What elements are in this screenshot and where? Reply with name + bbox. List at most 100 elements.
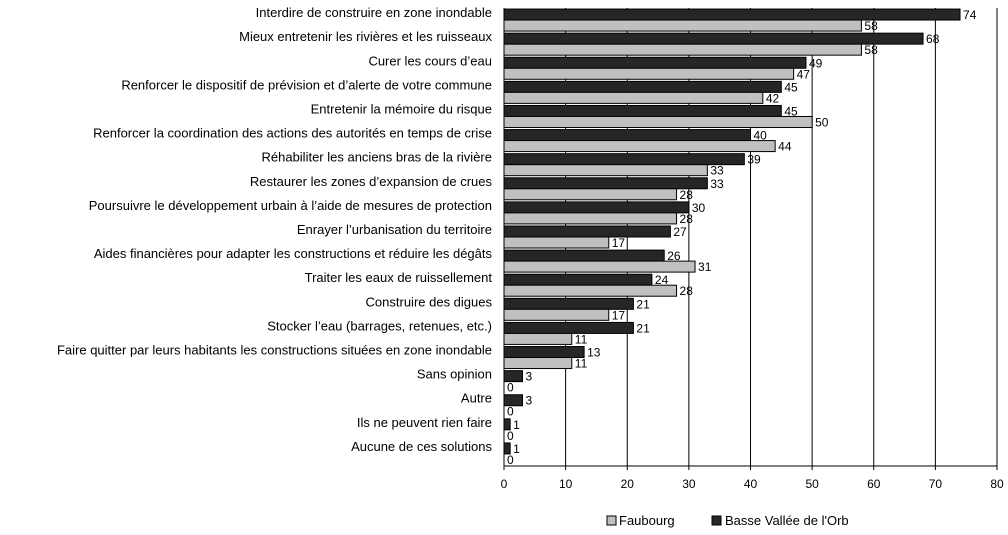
- data-label-faubourg: 0: [507, 381, 514, 395]
- data-label-basse-vallee: 3: [525, 394, 532, 408]
- category-label: Curer les cours d’eau: [368, 53, 492, 68]
- data-label-basse-vallee: 49: [809, 56, 823, 70]
- data-label-basse-vallee: 21: [636, 321, 650, 335]
- bar-basse-vallee: [503, 346, 585, 359]
- data-label-faubourg: 0: [507, 453, 514, 467]
- data-label-faubourg: 11: [575, 357, 588, 371]
- data-label-faubourg: 58: [864, 43, 878, 57]
- bar-basse-vallee: [503, 201, 690, 214]
- legend-label-basse-vallee: Basse Vallée de l'Orb: [725, 513, 849, 528]
- data-label-basse-vallee: 74: [963, 8, 977, 22]
- bar-faubourg: [503, 357, 573, 370]
- x-tick-label: 80: [990, 477, 1004, 491]
- data-label-faubourg: 28: [680, 188, 694, 202]
- data-label-faubourg: 50: [815, 115, 829, 129]
- data-label-faubourg: 44: [778, 140, 792, 154]
- x-tick-label: 40: [744, 477, 758, 491]
- data-label-basse-vallee: 68: [926, 32, 940, 46]
- data-label-faubourg: 17: [612, 308, 626, 322]
- bar-faubourg: [503, 188, 678, 201]
- category-label: Construire des digues: [366, 294, 493, 309]
- category-label: Enrayer l’urbanisation du territoire: [297, 222, 492, 237]
- data-label-basse-vallee: 3: [525, 370, 532, 384]
- data-label-faubourg: 47: [797, 67, 811, 81]
- data-label-basse-vallee: 27: [673, 225, 687, 239]
- data-label-faubourg: 33: [710, 164, 724, 178]
- legend-swatch-basse-vallee: [711, 515, 722, 526]
- category-label: Interdire de construire en zone inondabl…: [256, 5, 492, 20]
- category-label: Renforcer la coordination des actions de…: [93, 126, 492, 141]
- bar-basse-vallee: [503, 321, 634, 334]
- bar-faubourg: [503, 19, 862, 32]
- data-label-basse-vallee: 24: [655, 273, 669, 287]
- x-tick-label: 70: [929, 477, 943, 491]
- bar-basse-vallee: [503, 177, 708, 190]
- bar-faubourg: [503, 67, 795, 80]
- bar-faubourg: [503, 164, 708, 177]
- x-tick-label: 60: [867, 477, 881, 491]
- data-label-basse-vallee: 39: [747, 153, 761, 167]
- bar-basse-vallee: [503, 153, 745, 166]
- data-label-faubourg: 17: [612, 236, 626, 250]
- bar-basse-vallee: [503, 32, 924, 45]
- bar-faubourg: [503, 284, 678, 297]
- bar-faubourg: [503, 43, 862, 56]
- data-label-faubourg: 11: [575, 332, 588, 346]
- bar-faubourg: [503, 308, 610, 321]
- legend: Faubourg Basse Vallée de l'Orb: [606, 513, 849, 528]
- x-tick-label: 0: [501, 477, 508, 491]
- bar-faubourg: [503, 212, 678, 225]
- x-axis: 0 10 20 30 40 50 60 70 80: [501, 8, 1004, 491]
- category-label: Renforcer le dispositif de prévision et …: [121, 77, 492, 92]
- data-label-faubourg: 58: [864, 19, 878, 33]
- category-label: Entretenir la mémoire du risque: [311, 101, 492, 116]
- category-label: Aucune de ces solutions: [351, 439, 492, 454]
- bars: [503, 8, 961, 455]
- data-label-faubourg: 31: [698, 260, 712, 274]
- x-tick-label: 30: [682, 477, 696, 491]
- data-label-faubourg: 28: [680, 284, 694, 298]
- data-label-basse-vallee: 33: [710, 177, 724, 191]
- bar-basse-vallee: [503, 249, 665, 262]
- category-label: Aides financières pour adapter les const…: [94, 246, 493, 261]
- category-label: Mieux entretenir les rivières et les rui…: [239, 29, 492, 44]
- x-tick-label: 20: [621, 477, 635, 491]
- data-label-faubourg: 28: [680, 212, 694, 226]
- legend-label-faubourg: Faubourg: [619, 513, 675, 528]
- data-label-faubourg: 0: [507, 405, 514, 419]
- data-label-basse-vallee: 1: [513, 418, 520, 432]
- bar-basse-vallee: [503, 8, 961, 21]
- bar-basse-vallee: [503, 273, 653, 286]
- x-tick-label: 10: [559, 477, 573, 491]
- data-label-basse-vallee: 1: [513, 442, 520, 456]
- category-label: Stocker l’eau (barrages, retenues, etc.): [267, 318, 492, 333]
- bar-basse-vallee: [503, 225, 671, 238]
- bar-basse-vallee: [503, 80, 782, 93]
- bar-faubourg: [503, 115, 813, 128]
- bar-faubourg: [503, 91, 764, 104]
- category-label: Sans opinion: [417, 367, 492, 382]
- data-label-faubourg: 0: [507, 429, 514, 443]
- data-label-basse-vallee: 45: [784, 104, 798, 118]
- data-label-basse-vallee: 40: [754, 129, 768, 143]
- category-label: Réhabiliter les anciens bras de la riviè…: [261, 150, 492, 165]
- category-label: Traiter les eaux de ruissellement: [305, 270, 493, 285]
- data-label-basse-vallee: 30: [692, 201, 706, 215]
- data-label-basse-vallee: 45: [784, 80, 798, 94]
- data-label-basse-vallee: 26: [667, 249, 681, 263]
- category-label: Faire quitter par leurs habitants les co…: [57, 343, 492, 358]
- category-labels: Interdire de construire en zone inondabl…: [57, 5, 493, 454]
- x-tick-label: 50: [805, 477, 819, 491]
- bar-basse-vallee: [503, 56, 807, 69]
- data-label-basse-vallee: 13: [587, 346, 601, 360]
- bar-faubourg: [503, 140, 776, 153]
- legend-swatch-faubourg: [606, 515, 617, 526]
- category-label: Ils ne peuvent rien faire: [357, 415, 492, 430]
- category-label: Restaurer les zones d’expansion de crues: [250, 174, 493, 189]
- bar-basse-vallee: [503, 129, 751, 142]
- data-label-faubourg: 42: [766, 91, 780, 105]
- bar-basse-vallee: [503, 104, 782, 117]
- value-labels: 7458685849474542455040443933332830282717…: [507, 8, 977, 467]
